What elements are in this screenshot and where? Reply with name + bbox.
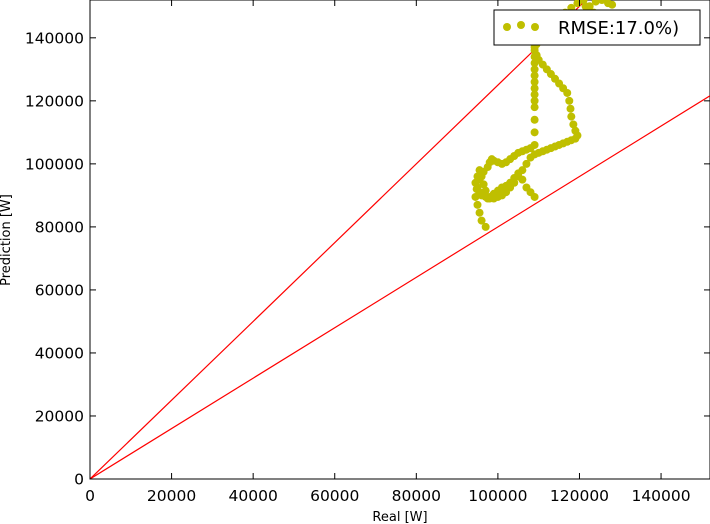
data-point	[565, 96, 574, 105]
data-point	[514, 169, 523, 178]
y-tick-label: 120000	[25, 92, 84, 110]
data-point	[530, 128, 539, 137]
data-point	[530, 84, 539, 93]
x-tick-label: 140000	[631, 487, 690, 505]
x-tick-label: 0	[85, 487, 95, 505]
legend: RMSE:17.0%)	[493, 9, 701, 46]
x-tick-label: 80000	[392, 487, 441, 505]
reference-line-1	[90, 95, 710, 479]
y-tick-label: 80000	[35, 218, 84, 236]
x-axis-label: Real [W]	[372, 510, 427, 524]
y-tick-label: 40000	[35, 344, 84, 362]
x-tick-label: 120000	[550, 487, 609, 505]
data-point	[475, 208, 484, 217]
x-tick-label: 60000	[310, 487, 359, 505]
y-tick-label: 0	[74, 471, 84, 489]
x-tick-label: 40000	[229, 487, 278, 505]
data-point	[566, 104, 575, 113]
data-point	[481, 186, 490, 195]
data-point	[530, 90, 539, 99]
data-point	[530, 71, 539, 80]
legend-marker	[531, 23, 539, 31]
y-tick-label: 100000	[25, 155, 84, 173]
data-point	[608, 0, 617, 9]
data-point	[581, 2, 590, 11]
data-point	[530, 140, 539, 149]
y-axis-label: Prediction [W]	[0, 194, 14, 286]
data-points	[471, 0, 617, 231]
data-point	[518, 175, 527, 184]
x-tick-label: 20000	[147, 487, 196, 505]
legend-marker	[503, 23, 511, 31]
y-tick-label: 60000	[35, 281, 84, 299]
legend-box	[493, 9, 701, 46]
y-tick-label: 140000	[25, 29, 84, 47]
data-point	[530, 103, 539, 112]
data-point	[569, 120, 578, 129]
x-tick-label: 100000	[468, 487, 527, 505]
data-point	[563, 88, 572, 97]
data-point	[479, 180, 488, 189]
reference-lines	[90, 0, 710, 479]
plot-area	[89, 0, 710, 480]
y-axis-ticks: 0 20000 40000 60000 80000 100000 120000 140000	[25, 29, 710, 489]
x-axis-ticks: 0 20000 40000 60000 80000 100000 120000 140000	[85, 0, 691, 505]
reference-line-0	[90, 0, 587, 479]
legend-marker	[517, 21, 525, 29]
data-point	[530, 96, 539, 105]
data-point	[530, 77, 539, 86]
data-point	[477, 172, 486, 181]
data-point	[481, 222, 490, 231]
data-point	[530, 115, 539, 124]
data-point	[530, 192, 539, 201]
data-point	[475, 166, 484, 175]
data-point	[530, 65, 539, 74]
data-point	[597, 0, 606, 4]
legend-label: RMSE:17.0%)	[558, 18, 679, 39]
data-point	[471, 178, 480, 187]
data-point	[567, 112, 576, 121]
y-tick-label: 20000	[35, 407, 84, 425]
data-point	[591, 0, 600, 6]
data-point	[477, 216, 486, 225]
data-point	[473, 200, 482, 209]
data-point	[526, 153, 535, 162]
data-point	[522, 159, 531, 168]
